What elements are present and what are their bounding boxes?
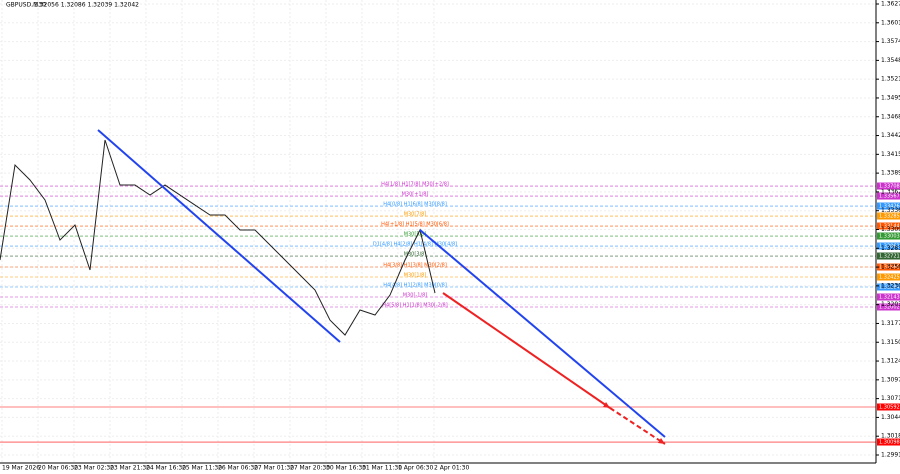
level-label: M30[-1/8]	[403, 293, 427, 299]
level-label: H4[1/8] H1[7/8] M30[+2/8]	[381, 182, 449, 188]
price-tick-label: 1.35480	[881, 57, 900, 64]
time-label: 1 Apr 06:30	[398, 465, 433, 472]
level-label: M30[1/8]	[404, 273, 427, 279]
price-tag-label: 1.33003	[879, 234, 900, 240]
time-label: 24 Mar 16:30	[146, 465, 186, 472]
trend-line	[97, 129, 341, 343]
level-label: H4[4/8] H1[2/8] M30[0/8]	[383, 283, 447, 289]
price-tick-label: 1.31240	[881, 358, 900, 365]
price-tag	[877, 192, 900, 200]
price-line	[0, 139, 436, 336]
time-label: 20 Mar 06:30	[38, 465, 78, 472]
price-tag-label: 1.32862	[879, 244, 900, 250]
time-label: 30 Mar 16:30	[326, 465, 366, 472]
price-tick-label: 1.33890	[881, 170, 900, 177]
time-label: 27 Mar 01:30	[254, 465, 294, 472]
price-tick-label: 1.31505	[881, 339, 900, 346]
price-tick-label: 1.33095	[881, 226, 900, 233]
price-tick-label: 1.34155	[881, 151, 900, 158]
time-label: 25 Mar 11:30	[182, 465, 222, 472]
levels: H4[1/8] H1[7/8] M30[+2/8] 1.33708 M30[+1/8…	[0, 182, 900, 446]
price-tick-label: 1.34420	[881, 132, 900, 139]
time-label: 26 Mar 06:30	[218, 465, 258, 472]
time-label: 31 Mar 11:30	[362, 465, 402, 472]
price-tag-label: 1.30098	[879, 440, 900, 446]
price-tick-label: 1.34685	[881, 113, 900, 120]
price-tag	[877, 438, 900, 446]
price-tag	[877, 273, 900, 281]
price-tag-label: 1.33426	[879, 204, 900, 210]
time-label: 23 Mar 21:30	[110, 465, 150, 472]
price-tick-label: 1.32035	[881, 301, 900, 308]
level-label: H4[0/8] H1[6/8] M30[8/8]	[383, 202, 447, 208]
price-tick-label: 1.34950	[881, 94, 900, 101]
level-label: H4[+1/8] H1[5/8] M30[6/8]	[381, 222, 449, 228]
price-tick-label: 1.33625	[881, 188, 900, 195]
time-label: 2 Apr 01:30	[434, 465, 469, 472]
price-tag-label: 1.33567	[879, 194, 900, 200]
price-tag-label: 1.32721	[879, 254, 900, 260]
price-tick-label: 1.36275	[881, 1, 900, 8]
price-tick-label: 1.36010	[881, 19, 900, 26]
price-tag	[877, 283, 900, 291]
price-tag-label: 1.33708	[879, 184, 900, 190]
projection-line	[442, 292, 611, 409]
trend-line	[419, 229, 666, 438]
price-tag	[877, 182, 900, 190]
price-tick-label: 1.30975	[881, 376, 900, 383]
symbol: GBPUSD,M30	[6, 2, 46, 9]
projection-line	[609, 407, 666, 445]
price-tag	[877, 263, 900, 271]
price-tag	[877, 212, 900, 220]
price-tag-label: 1.33285	[879, 214, 900, 220]
price-tag	[877, 403, 900, 411]
price-tick-label: 1.29915	[881, 452, 900, 459]
level-label: M30[7/8]	[404, 212, 427, 218]
price-tick-label: 1.35215	[881, 76, 900, 83]
level-label: H4[5/8] H1[1/8] M30[-2/8]	[382, 303, 447, 309]
time-label: 27 Mar 20:30	[290, 465, 330, 472]
price-tag-label: 1.32284	[879, 285, 900, 291]
price-tag	[877, 303, 900, 311]
price-tick-label: 1.32565	[881, 264, 900, 271]
price-tick-label: 1.30180	[881, 433, 900, 440]
price-tag	[877, 232, 900, 240]
grid	[0, 0, 876, 463]
price-tick-label: 1.30445	[881, 414, 900, 421]
price-tick-label: 1.32830	[881, 245, 900, 252]
price-tag	[877, 202, 900, 210]
price-tag-label: 1.30592	[879, 404, 900, 410]
time-label: 19 Mar 2026	[2, 465, 40, 472]
price-tag	[877, 222, 900, 230]
price-tag	[877, 252, 900, 260]
price-tag-label: 1.32002	[879, 305, 900, 311]
price-tag-label: 1.32566	[879, 265, 900, 271]
level-label: D1[4/8] H4[2/8] H1[4/8] M30[4/8]	[373, 242, 457, 248]
price-tick-label: 1.33360	[881, 207, 900, 214]
price-tick-label: 1.32300	[881, 282, 900, 289]
level-label: M30[5/8]	[404, 232, 427, 238]
price-tag	[877, 293, 900, 301]
price-tag-label: 1.32143	[879, 295, 900, 301]
level-label: M30[3/8]	[404, 252, 427, 258]
price-tick-label: 1.35745	[881, 38, 900, 45]
level-label: M30[+1/8]	[402, 192, 429, 198]
level-label: H4[3/8] H1[3/8] M30[2/8]	[383, 263, 447, 269]
price-tag-label: 1.32425	[879, 275, 900, 281]
price-tick-label: 1.30710	[881, 395, 900, 402]
time-label: 23 Mar 02:30	[74, 465, 114, 472]
price-tick-label: 1.31770	[881, 320, 900, 327]
price-tag	[877, 242, 900, 250]
price-tag-label: 1.33144	[879, 224, 900, 230]
quotes: 1.32056 1.32086 1.32039 1.32042	[34, 2, 139, 9]
